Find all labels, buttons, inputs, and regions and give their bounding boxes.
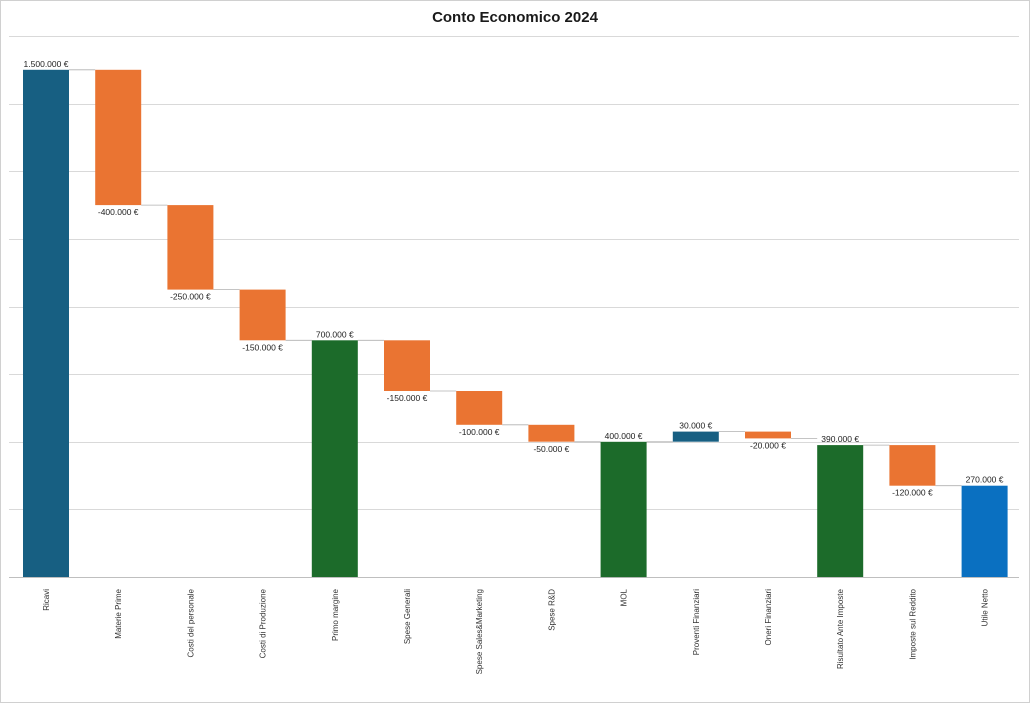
data-label: -150.000 € <box>242 342 283 352</box>
data-labels: 1.500.000 € -400.000 € -250.000 € -150.000 … <box>24 59 1004 498</box>
data-label: 270.000 € <box>966 475 1004 485</box>
bar-oneri-finanziari <box>745 431 791 439</box>
bar-spese-generali <box>384 340 430 391</box>
data-label: -120.000 € <box>892 488 933 498</box>
bar-imposte-sul-reddito <box>889 445 936 486</box>
category-label: Utile Netto <box>981 588 990 626</box>
bar-primo-margine <box>311 340 358 577</box>
category-label: Materie Prime <box>114 588 123 638</box>
bar-spese-sales-marketing <box>456 391 503 425</box>
data-label: 390.000 € <box>821 434 859 444</box>
category-label: Costi di Produzione <box>259 588 268 658</box>
data-label: 30.000 € <box>679 421 712 431</box>
category-label: Spese Sales&Marketing <box>475 589 484 674</box>
bar-utile-netto <box>961 485 1008 577</box>
connectors <box>69 69 962 487</box>
bar-costi-di-produzione <box>239 289 286 341</box>
bar-mol <box>600 441 647 578</box>
category-label: Costi del personale <box>186 588 195 657</box>
data-label: -150.000 € <box>387 393 428 403</box>
category-label: Risultato Ante Imposte <box>836 588 845 669</box>
category-label: Primo margine <box>331 588 340 641</box>
bar-costi-del-personale <box>167 205 214 290</box>
chart-title: Conto Economico 2024 <box>432 9 598 26</box>
bar-spese-r-d <box>528 424 575 442</box>
gridlines <box>9 36 1019 578</box>
bar-risultato-ante-imposte <box>817 445 864 577</box>
data-label: 700.000 € <box>316 329 354 339</box>
category-label: Spese Generali <box>403 589 412 644</box>
category-label: Oneri Finanziari <box>764 589 773 646</box>
category-label: Ricavi <box>42 589 51 611</box>
data-label: 400.000 € <box>605 431 643 441</box>
x-axis-labels: Ricavi Materie Prime Costi del personale Co… <box>42 588 990 674</box>
bar-materie-prime <box>95 69 142 206</box>
category-label: Imposte sul Reddito <box>908 588 917 659</box>
category-label: Spese R&D <box>547 589 556 631</box>
bar-ricavi <box>23 69 69 578</box>
data-label: -50.000 € <box>533 444 569 454</box>
data-label: -100.000 € <box>459 427 500 437</box>
bars <box>23 69 1008 578</box>
data-label: -20.000 € <box>750 440 786 450</box>
data-label: 1.500.000 € <box>24 59 69 69</box>
data-label: -400.000 € <box>98 207 139 217</box>
data-label: -250.000 € <box>170 292 211 302</box>
category-label: Proventi Finanziari <box>692 589 701 655</box>
bar-proventi-finanziari <box>672 431 719 442</box>
category-label: MOL <box>620 588 629 606</box>
